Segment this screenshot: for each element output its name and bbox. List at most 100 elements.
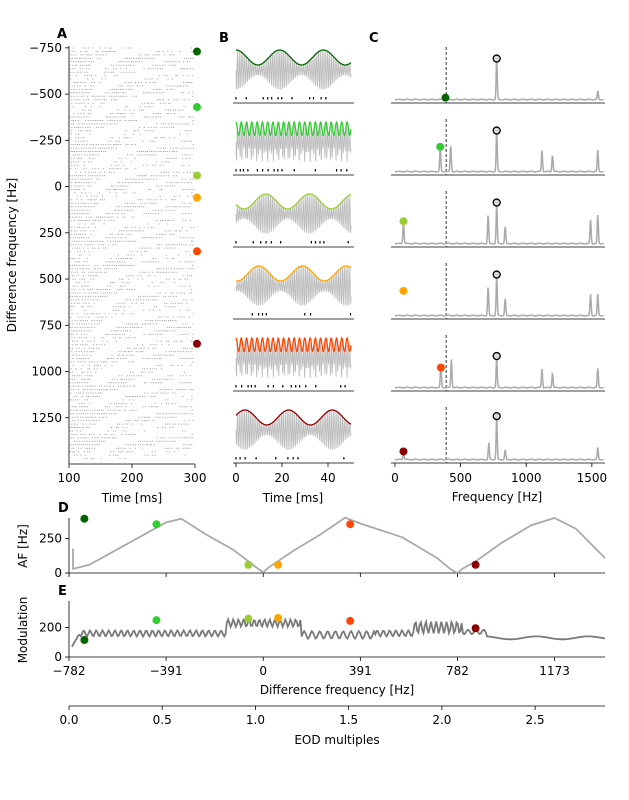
panel-a-x-ticks: 100 200 300 (58, 464, 207, 485)
eod-axis-tick-label: 1.0 (246, 713, 265, 727)
panel-b-row-f3 (233, 193, 354, 248)
panel-e-x-tick-label: 0 (259, 664, 267, 678)
panel-a-x-tick-label: 200 (121, 471, 144, 485)
panel-b-x-ticks: 0 20 40 (232, 463, 336, 485)
panel-e-x-tick-label: 782 (446, 664, 469, 678)
panel-d-point-f6 (471, 560, 480, 569)
panel-c-spectrum (394, 417, 604, 461)
panel-d-points (80, 514, 480, 569)
eod-axis-label: EOD multiples (294, 733, 379, 747)
panel-b-x-tick-label: 20 (274, 471, 289, 485)
panel-d-point-f2 (152, 520, 161, 529)
panel-e-y-label: Modulation (16, 597, 30, 664)
panel-b-spikes (235, 385, 346, 388)
panel-d-ticks: 0 250 (39, 532, 555, 580)
panel-b-spikes (235, 97, 327, 100)
panel-e-point-f1 (80, 636, 89, 645)
panel-b-envelope-f3 (235, 193, 352, 210)
eod-axis-tick-label: 0.5 (153, 713, 172, 727)
panel-e-point-f4 (274, 613, 283, 622)
panel-b-row-f1 (233, 49, 354, 104)
panel-a-frequency-markers (193, 47, 201, 348)
panel-label-e: E (58, 584, 67, 599)
panel-a-marker-f6 (193, 339, 201, 348)
panel-c-eod-peak-marker (492, 412, 501, 421)
panel-b-traces: 0 20 40 Time [ms] (232, 49, 354, 505)
panel-b-carrier (235, 410, 352, 450)
panel-c-x-tick-label: 1000 (511, 471, 542, 485)
panel-a-y-tick-label: 1000 (31, 365, 62, 379)
panel-b-spikes (235, 169, 348, 172)
panel-c-spectra: 0 500 1000 1500 Frequency [Hz] (391, 47, 607, 504)
panel-b-x-tick-label: 0 (232, 471, 240, 485)
panel-label-a: A (57, 27, 67, 42)
panel-d-point-f4 (274, 560, 283, 569)
panel-c-x-ticks: 0 500 1000 1500 (391, 463, 607, 485)
panel-b-envelope-f2 (235, 120, 352, 137)
panel-c-row-f1 (391, 47, 605, 104)
panel-label-d: D (58, 501, 69, 516)
panel-b-carrier (235, 338, 352, 378)
panel-b-carrier (235, 266, 352, 306)
panel-a-raster: −750 −500 −250 0 250 500 750 1000 1250 100 200 300… (5, 41, 206, 505)
panel-c-marker-f5 (436, 363, 445, 372)
panel-a-y-tick-label: −750 (29, 41, 62, 55)
panel-d-af-curve (72, 516, 606, 575)
panel-c-spectrum (394, 131, 604, 173)
panel-c-row-f2 (391, 119, 605, 176)
panel-e-modulation-curve (71, 616, 606, 648)
panel-c-marker-f4 (399, 286, 408, 295)
panel-c-spectrum (394, 357, 604, 389)
panel-a-y-tick-label: −500 (29, 87, 62, 101)
panel-a-marker-f5 (193, 247, 201, 256)
panel-e-point-f3 (244, 614, 253, 623)
raster-spike-rows (69, 47, 195, 460)
panel-d-y-label: AF [Hz] (16, 524, 30, 568)
panel-e-y-tick-label: 0 (54, 650, 62, 664)
panel-a-y-tick-label: 1250 (31, 411, 62, 425)
panel-a-y-tick-label: 750 (39, 318, 62, 332)
panel-d-y-tick-label: 0 (54, 566, 62, 580)
panel-b-spikes (235, 241, 349, 244)
panel-c-marker-f6 (399, 447, 408, 456)
panel-c-spectrum (394, 275, 604, 317)
panel-c-eod-peak-marker (492, 351, 501, 361)
panel-e-x-tick-label: −391 (150, 664, 183, 678)
panel-b-carrier (235, 122, 352, 162)
panel-c-rows (391, 47, 605, 464)
panel-d-point-f1 (80, 514, 89, 523)
panel-b-row-f5 (233, 336, 354, 392)
panel-a-y-tick-label: 0 (54, 180, 62, 194)
panel-label-c: C (369, 31, 379, 46)
panel-e-point-f2 (152, 616, 161, 625)
panel-b-x-label: Time [ms] (262, 491, 324, 505)
panel-d-point-f5 (346, 520, 355, 529)
panel-b-carrier (235, 194, 352, 235)
panel-d-af: 0 250 AF [Hz] (16, 514, 606, 580)
panel-e-x-label: Difference frequency [Hz] (260, 683, 414, 697)
panel-e-points (80, 613, 480, 645)
panel-b-row-f6 (233, 409, 354, 464)
eod-axis-ticks: 0.0 0.5 1.0 1.5 2.0 2.5 (59, 706, 545, 727)
panel-c-row-f3 (391, 191, 605, 248)
panel-e-y-tick-label: 200 (39, 621, 62, 635)
panel-e-point-f6 (471, 624, 480, 633)
panel-c-eod-peak-marker (492, 270, 501, 279)
panel-c-x-tick-label: 1500 (577, 471, 608, 485)
panel-c-x-tick-label: 500 (449, 471, 472, 485)
panel-e-point-f5 (346, 616, 355, 625)
panel-a-x-label: Time [ms] (101, 491, 163, 505)
panel-b-envelope-f5 (235, 336, 352, 353)
panel-d-point-f3 (244, 560, 253, 569)
panel-a-x-tick-label: 300 (184, 471, 207, 485)
panel-c-spectrum (394, 59, 604, 101)
panel-e-x-tick-label: 391 (349, 664, 372, 678)
panel-c-eod-peak-marker (492, 198, 501, 207)
panel-a-marker-f4 (193, 193, 201, 202)
panel-b-x-tick-label: 40 (320, 471, 335, 485)
panel-b-envelope-f4 (235, 265, 352, 282)
panel-c-marker-f2 (436, 142, 445, 151)
panel-e-x-tick-label: 1173 (539, 664, 570, 678)
panel-c-marker-f1 (441, 93, 450, 102)
